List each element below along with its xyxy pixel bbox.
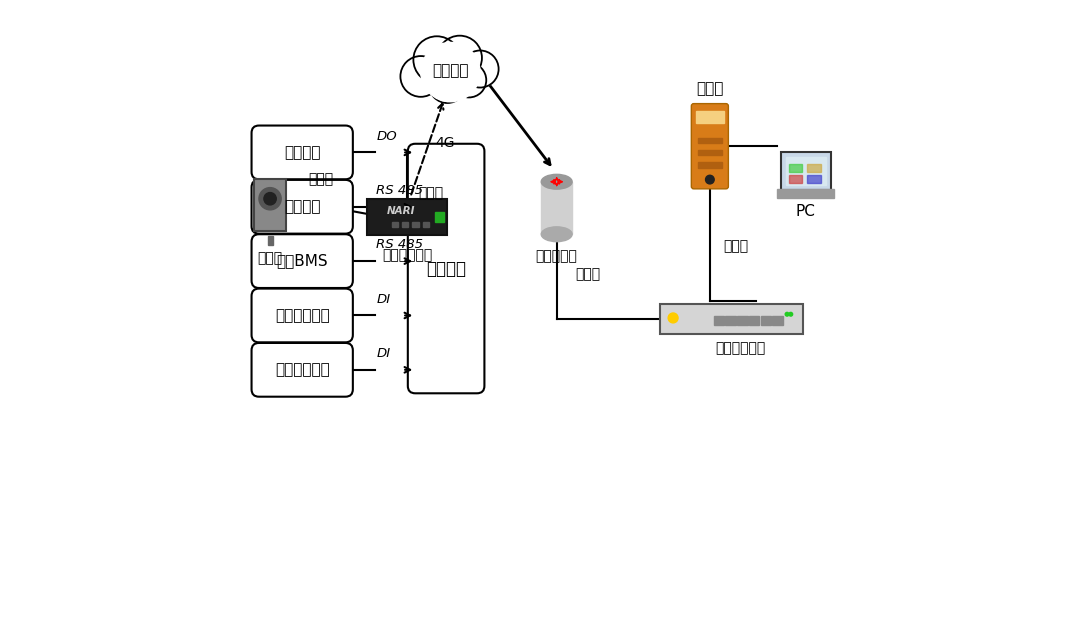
Bar — [807, 164, 821, 172]
Text: DI: DI — [376, 347, 391, 360]
Bar — [392, 222, 397, 227]
Ellipse shape — [541, 227, 572, 242]
Circle shape — [429, 66, 465, 103]
Text: 以太网: 以太网 — [576, 267, 600, 281]
Text: 气象数据: 气象数据 — [284, 199, 321, 214]
FancyBboxPatch shape — [660, 304, 802, 334]
Bar — [726, 316, 735, 326]
Circle shape — [421, 43, 481, 102]
Text: 电机控制: 电机控制 — [284, 145, 321, 160]
Bar — [696, 111, 724, 123]
Bar — [541, 182, 572, 234]
Circle shape — [785, 312, 788, 316]
Bar — [772, 316, 783, 326]
FancyBboxPatch shape — [254, 179, 286, 231]
Circle shape — [437, 36, 482, 80]
FancyBboxPatch shape — [252, 180, 353, 233]
Circle shape — [264, 193, 276, 205]
Ellipse shape — [541, 174, 572, 189]
Bar — [788, 175, 802, 183]
Bar — [760, 316, 771, 326]
Circle shape — [259, 188, 281, 210]
Text: 以太网: 以太网 — [724, 239, 748, 254]
FancyBboxPatch shape — [252, 234, 353, 288]
Circle shape — [451, 63, 486, 98]
Bar — [422, 222, 429, 227]
Text: 纵向加密模块: 纵向加密模块 — [382, 248, 432, 262]
Bar — [778, 188, 834, 198]
FancyBboxPatch shape — [408, 144, 485, 393]
Text: 接地开关检测: 接地开关检测 — [274, 308, 329, 323]
Text: 摄像机: 摄像机 — [257, 251, 283, 265]
Text: RS 485: RS 485 — [376, 239, 423, 251]
Text: 纵向加密模块: 纵向加密模块 — [716, 341, 766, 356]
Bar — [807, 175, 821, 183]
Circle shape — [401, 56, 441, 97]
Text: DI: DI — [376, 292, 391, 305]
Bar — [698, 138, 723, 143]
Text: 运营商路由: 运营商路由 — [536, 249, 578, 263]
Bar — [268, 236, 272, 245]
Bar — [698, 150, 723, 155]
Text: 主控制板: 主控制板 — [427, 260, 467, 277]
Circle shape — [669, 313, 678, 323]
Text: NARI: NARI — [387, 206, 416, 216]
FancyBboxPatch shape — [367, 199, 447, 235]
Text: 以太网: 以太网 — [308, 172, 333, 187]
Bar — [737, 316, 747, 326]
FancyBboxPatch shape — [252, 289, 353, 342]
FancyBboxPatch shape — [252, 343, 353, 397]
Text: 电池BMS: 电池BMS — [276, 254, 328, 269]
Text: PC: PC — [796, 204, 815, 219]
Bar — [434, 212, 444, 222]
Text: 服务器: 服务器 — [697, 81, 724, 96]
Text: RS 485: RS 485 — [376, 184, 423, 197]
FancyBboxPatch shape — [781, 152, 831, 190]
Text: 4G: 4G — [435, 136, 455, 150]
Circle shape — [414, 36, 460, 83]
Text: 无线公网: 无线公网 — [432, 63, 469, 78]
Text: 以太网: 以太网 — [418, 186, 444, 200]
Bar — [714, 316, 724, 326]
FancyBboxPatch shape — [691, 104, 728, 189]
Bar — [402, 222, 408, 227]
Circle shape — [705, 175, 714, 184]
Bar — [785, 157, 826, 185]
FancyBboxPatch shape — [252, 126, 353, 179]
Circle shape — [788, 312, 793, 316]
Bar — [788, 164, 802, 172]
Bar — [698, 162, 723, 168]
Bar — [413, 222, 419, 227]
Text: DO: DO — [376, 130, 397, 143]
Bar — [748, 316, 759, 326]
Circle shape — [461, 51, 499, 88]
Text: 合闸到位检测: 合闸到位检测 — [274, 362, 329, 377]
